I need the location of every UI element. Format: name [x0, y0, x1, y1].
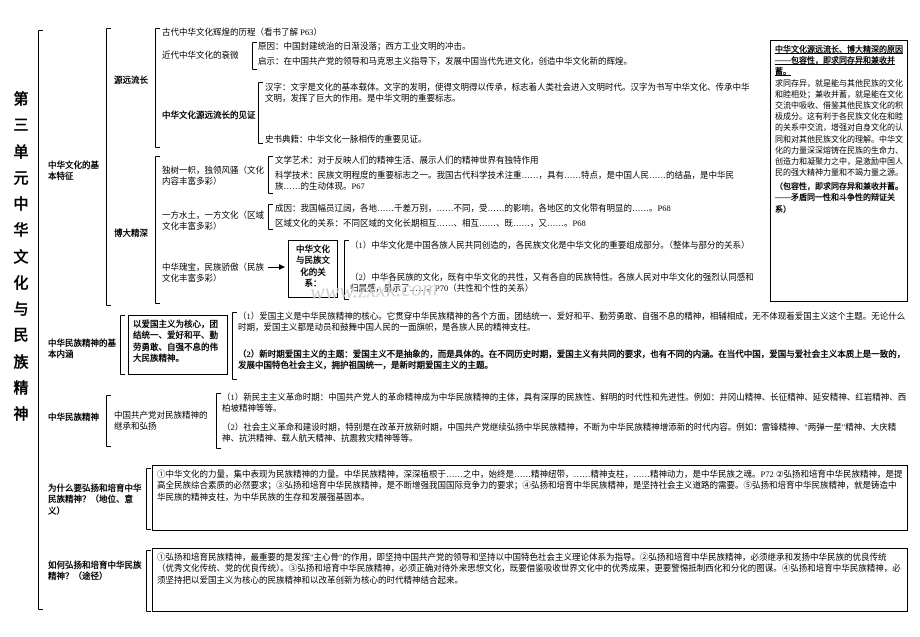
side-box: 中华文化源远流长、博大精深的原因——包容性，即求同存异和兼收并蓄。 求同存异，就… [770, 40, 908, 302]
shishu: 史书典籍：中华文化一脉相传的重要见证。 [265, 134, 735, 145]
brace-how [146, 550, 147, 612]
brace-boda-l2 [268, 204, 269, 230]
boda-l1-a: 文学艺术：对于反映人们的精神生活、展示人们的精神世界有独特作用 [275, 155, 745, 166]
jingshen-p1: （1）爱国主义是中华民族精神的核心。它贯穿中华民族精神的各个方面，团结统一、爱好… [238, 311, 908, 334]
boda-l1-b: 科学技术：民族文明程度的重要标志之一。我国古代科学技术注重……，具有……特点，是… [275, 170, 755, 193]
jin-yuanyin: 原因：中国封建统治的日渐没落；西方工业文明的冲击。 [258, 41, 728, 52]
jin-label: 近代中华文化的衰微 [162, 50, 239, 61]
hongyang-p1: （1）新民主主义革命时期：中国共产党人的革命精神成为中华民族精神的主体，具有深厚… [222, 392, 910, 415]
brace-jingshen [120, 315, 121, 375]
gu-line: 古代中华文化辉煌的历程（看书了解 P63） [162, 27, 322, 38]
brace-hongyang [216, 393, 217, 449]
rel-2: （2）中华各民族的文化，既有中华文化的共性，又有各自的民族特性。各族人民对中华文… [350, 272, 760, 295]
boda-l2-a: 成因：我国幅员辽阔，各地……千差万别，……不同，受……的影响，各地区的文化带有明… [275, 203, 755, 214]
brace-jin [252, 42, 253, 70]
arrow-rel [268, 267, 284, 268]
hanzi: 汉字：文字是文化的基本载体。文字的发明，使得文明得以传承，标志着人类社会进入文明… [265, 82, 755, 105]
brace-yuanyuan [155, 28, 156, 148]
hongyang-label: 中国共产党对民族精神的继承和弘扬 [114, 410, 214, 433]
rel-box: 中华文化与民族文化的关系： [288, 240, 338, 298]
brace-jz [258, 82, 259, 144]
jingshen-box: 以爱国主义为核心，团结统一、爱好和平、勤劳勇敢、自强不息的伟大民族精神。 [128, 315, 228, 375]
l1-minzu: 中华民族精神 [48, 412, 103, 423]
jin-qishi: 启示：在中国共产党的领导和马克思主义指导下，发展中国当代先进文化，创造中华文化新… [258, 56, 768, 67]
l1-how: 如何弘扬和培育中华民族精神？（途径） [48, 560, 143, 583]
brace-boda-l1 [268, 156, 269, 194]
rel-1: （1）中华文化是中国各族人民共同创造的，各民族文化是中华文化的重要组成部分。（整… [350, 240, 755, 251]
root-brace [38, 30, 39, 610]
boda-l1-label: 独树一帜，独领风骚（文化内容丰富多彩） [162, 165, 267, 188]
brace-mz [106, 395, 107, 447]
boda-l3-label: 中华瑰宝，民族骄傲（民族文化丰富多彩） [162, 262, 267, 285]
l1-zhonghua: 中华文化的基本特征 [48, 160, 103, 183]
side-foot: （包容性，即求同存异和兼收并蓄。——矛盾同一性和斗争性的辩证关系） [775, 181, 903, 215]
side-title: 中华文化源远流长、博大精深的原因——包容性，即求同存异和兼收并蓄。 [775, 44, 903, 78]
hongyang-p2: （2）社会主义革命和建设时期，特别是在改革开放新时期，中国共产党继续弘扬中华民族… [222, 422, 910, 445]
unit-title: 第三 单元 中 华文 化与 民族 精神 [10, 90, 34, 431]
l1-why: 为什么要弘扬和培育中华民族精神？（地位、意义） [48, 483, 143, 517]
brace-zhonghua [106, 28, 107, 306]
jingshen-p2: （2）新时期爱国主义的主题：爱国主义不是抽象的，而是具体的。在不同历史时期，爱国… [238, 349, 908, 372]
side-body: 求同存异，就是能与其他民族的文化和睦相处；兼收并蓄，就是能在文化交流中吸收、借鉴… [775, 78, 903, 179]
jz-label: 中华文化源远流长的见证 [162, 110, 257, 121]
brace-boda [155, 156, 156, 304]
l1-jingshen: 中华民族精神的基本内涵 [48, 338, 118, 361]
why-box: ①中华文化的力量，集中表现为民族精神的力量。中华民族精神，深深植根于……之中，始… [152, 465, 908, 531]
how-box: ①弘扬和培育民族精神，最重要的是发挥"主心骨"的作用，即坚持中国共产党的领导和坚… [152, 548, 908, 612]
brace-why [146, 468, 147, 530]
brace-rel [344, 240, 345, 300]
lbl-boda: 博大精深 [114, 228, 148, 239]
boda-l2-b: 区域文化的关系：不同区域的文化长期相互……、相互……、既……，又……。P68 [275, 218, 745, 229]
brace-jingshen-r [232, 312, 233, 380]
lbl-yuanyuan: 源远流长 [114, 75, 148, 86]
boda-l2-label: 一方水土，一方文化（区域文化丰富多彩） [162, 210, 267, 233]
